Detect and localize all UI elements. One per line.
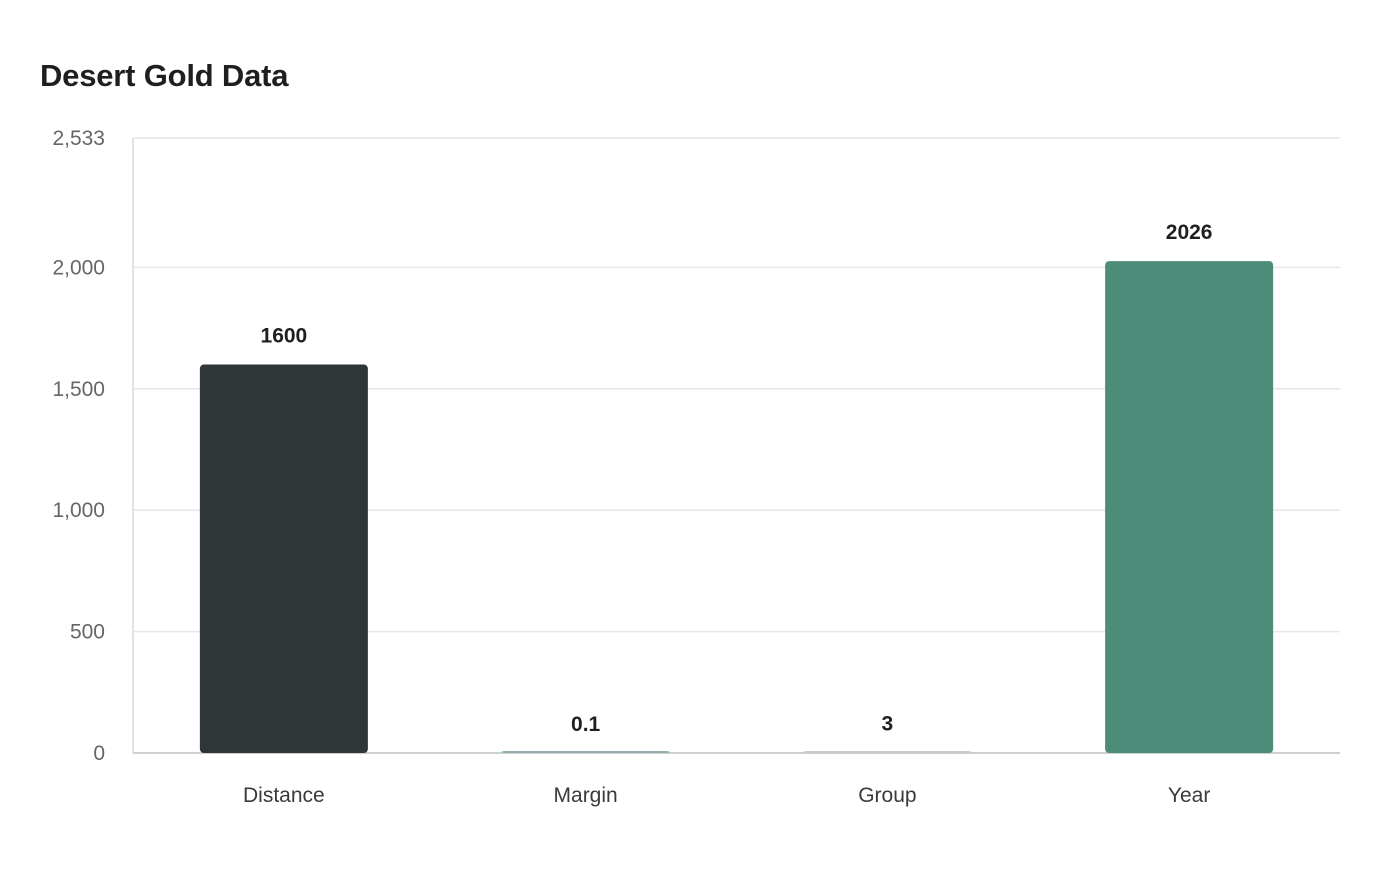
y-tick-label: 1,000 [52,499,105,522]
category-label: Distance [243,784,325,807]
category-labels: Distance Margin Group Year [243,784,1210,807]
category-label: Year [1168,784,1210,807]
chart-title: Desert Gold Data [40,58,289,93]
y-tick-label: 500 [70,621,105,644]
y-tick-label: 2,000 [52,256,105,279]
data-label: 0.1 [571,713,601,736]
data-labels: 1600 0.1 3 2026 [261,221,1213,736]
category-label: Margin [554,784,618,807]
data-label: 2026 [1166,221,1213,244]
bar-year [1105,261,1274,753]
data-label: 3 [882,712,894,735]
bar-distance [199,364,368,753]
data-label: 1600 [261,325,308,348]
y-axis-ticks: 0 500 1,000 1,500 2,000 2,533 [52,127,105,765]
bar-margin [501,751,670,753]
y-tick-label: 2,533 [52,127,105,150]
bars [199,261,1274,753]
bar-group [803,751,972,753]
y-tick-label: 1,500 [52,378,105,401]
category-label: Group [858,784,916,807]
y-tick-label: 0 [93,742,105,765]
